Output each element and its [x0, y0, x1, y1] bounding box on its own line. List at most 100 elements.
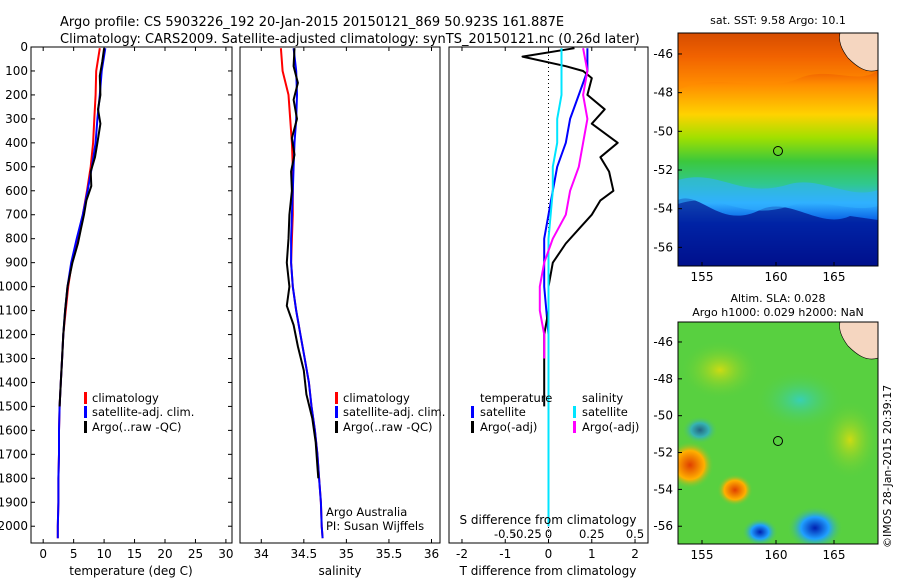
- legend-swatch-climatology: [84, 392, 87, 404]
- depth-tick-label: 200: [5, 88, 28, 102]
- argo-float-marker: [773, 146, 783, 156]
- salinity-axes-frame: [239, 46, 441, 544]
- map-y-tick-label: -54: [653, 202, 673, 216]
- depth-tick-label: 900: [5, 256, 28, 270]
- x-tick-label: 20: [157, 547, 172, 561]
- map-y-tick-label: -54: [653, 482, 673, 496]
- sla-blue-eddy: [787, 506, 843, 544]
- x-tick-label: 1: [588, 547, 596, 561]
- x-tick-label: 34.5: [290, 547, 317, 561]
- legend-swatch-climatology: [335, 392, 338, 404]
- map-y-tick-label: -52: [653, 446, 673, 460]
- header-title: Argo profile: CS 5903226_192 20-Jan-2015…: [60, 15, 564, 30]
- s-diff-tick-label: 0: [545, 527, 552, 541]
- depth-tick-label: 1100: [0, 304, 28, 318]
- depth-tick-label: 100: [5, 64, 28, 78]
- legend-label-temp-argo: Argo(-adj): [480, 420, 537, 434]
- legend-swatch-argo: [335, 421, 338, 433]
- legend-swatch-sal-satellite: [573, 406, 576, 418]
- difference-panel: -2 -1 0 1 2 -0.5-0.25 0 0.25 0.5 temperature sat…: [448, 46, 649, 578]
- sla-map: Altim. SLA: 0.028 Argo h1000: 0.029 h200…: [653, 292, 879, 562]
- x-tick-label: 0: [39, 547, 47, 561]
- x-tick-label: 5: [70, 547, 78, 561]
- sst-map-frame: [677, 32, 879, 267]
- temperature-legend: climatology satellite-adj. clim. Argo(..…: [84, 391, 194, 434]
- legend-title-salinity: salinity: [582, 391, 623, 405]
- map-y-tick-label: -52: [653, 163, 673, 177]
- x-tick-label: 34: [254, 547, 269, 561]
- sst-map-axes: 155 160 165 -46 -48 -50 -52 -54 -56: [653, 47, 845, 284]
- legend-label-satellite: satellite-adj. clim.: [343, 405, 445, 419]
- map-x-tick-label: 155: [691, 270, 714, 284]
- sla-blue-eddy: [742, 518, 778, 544]
- depth-tick-label: 1600: [0, 423, 28, 437]
- s-diff-tick-label: 0.25: [579, 527, 605, 541]
- legend-label-argo: Argo(..raw -QC): [92, 420, 182, 434]
- header-subtitle: Climatology: CARS2009. Satellite-adjuste…: [60, 32, 640, 47]
- sst-cold-lobe: [678, 198, 878, 266]
- series-line-salinity-argo-adj-: [538, 48, 589, 359]
- sla-map-axes: 155 160 165 -46 -48 -50 -52 -54 -56: [653, 335, 845, 562]
- depth-tick-label: 600: [5, 184, 28, 198]
- sla-map-title-line2: Argo h1000: 0.029 h2000: NaN: [692, 306, 864, 319]
- salinity-xlabel: salinity: [318, 564, 361, 578]
- x-tick-label: 25: [188, 547, 203, 561]
- depth-tick-label: 1500: [0, 399, 28, 413]
- x-tick-label: 0: [545, 547, 553, 561]
- map-y-tick-label: -50: [653, 124, 673, 138]
- map-y-tick-label: -56: [653, 519, 673, 533]
- x-tick-label: 30: [218, 547, 233, 561]
- temperature-axes-frame: [30, 46, 233, 544]
- legend-swatch-argo: [84, 421, 87, 433]
- depth-tick-label: 1400: [0, 375, 28, 389]
- salinity-legend: climatology satellite-adj. clim. Argo(..…: [335, 391, 445, 434]
- series-line-argo-raw-qc-: [285, 48, 320, 479]
- legend-swatch-temp-satellite: [471, 406, 474, 418]
- sla-map-frame: [677, 321, 879, 545]
- sst-map-title: sat. SST: 9.58 Argo: 10.1: [710, 14, 846, 27]
- depth-tick-label: 300: [5, 112, 28, 126]
- depth-tick-label: 2000: [0, 519, 28, 533]
- x-tick-label: 36: [424, 547, 439, 561]
- map-y-tick-label: -50: [653, 409, 673, 423]
- difference-x-axes: -2 -1 0 1 2 -0.5-0.25 0 0.25 0.5: [456, 47, 644, 561]
- temperature-xlabel: temperature (deg C): [69, 564, 192, 578]
- s-diff-tick-label: -0.25: [512, 527, 542, 541]
- legend-swatch-sal-argo: [573, 421, 576, 433]
- map-y-tick-label: -46: [653, 335, 673, 349]
- map-y-tick-label: -56: [653, 240, 673, 254]
- imos-stamp: ©IMOS 28-Jan-2015 20:39:17: [881, 385, 894, 548]
- salinity-annotation-line2: PI: Susan Wijffels: [326, 519, 424, 533]
- map-y-tick-label: -48: [653, 372, 673, 386]
- map-x-tick-label: 155: [691, 548, 714, 562]
- x-tick-label: 2: [631, 547, 639, 561]
- temperature-x-axis: 0 5 10 15 20 25 30: [39, 47, 234, 561]
- sst-map: sat. SST: 9.58 Argo: 10.1 155 160 165 -46 -4…: [653, 14, 879, 284]
- legend-label-climatology: climatology: [92, 391, 159, 405]
- x-tick-label: 35.5: [376, 547, 403, 561]
- depth-tick-label: 1200: [0, 328, 28, 342]
- sla-red-eddy: [678, 441, 714, 489]
- map-x-tick-label: 160: [765, 270, 788, 284]
- argo-float-marker: [773, 436, 783, 446]
- series-line-argo-raw-qc-: [58, 48, 106, 407]
- sst-warm-band: [678, 33, 878, 90]
- x-tick-label: 10: [96, 547, 111, 561]
- map-x-tick-label: 165: [823, 270, 846, 284]
- depth-tick-label: 1800: [0, 471, 28, 485]
- depth-tick-label: 800: [5, 232, 28, 246]
- map-x-tick-label: 165: [823, 548, 846, 562]
- x-tick-label: 15: [127, 547, 142, 561]
- difference-xlabel: T difference from climatology: [459, 564, 637, 578]
- legend-label-satellite: satellite-adj. clim.: [92, 405, 194, 419]
- salinity-panel: 34 34.5 35 35.5 36 climatology satellite-adj…: [239, 46, 445, 578]
- x-tick-label: -1: [499, 547, 511, 561]
- land-new-zealand: [839, 322, 878, 360]
- sst-cyan-band: [678, 177, 878, 211]
- difference-top-xlabel: S difference from climatology: [460, 513, 637, 527]
- sla-map-title-line1: Altim. SLA: 0.028: [730, 292, 825, 305]
- s-diff-tick-label: 0.5: [626, 527, 644, 541]
- s-diff-tick-label: -0.5: [494, 527, 516, 541]
- depth-tick-label: 1000: [0, 280, 28, 294]
